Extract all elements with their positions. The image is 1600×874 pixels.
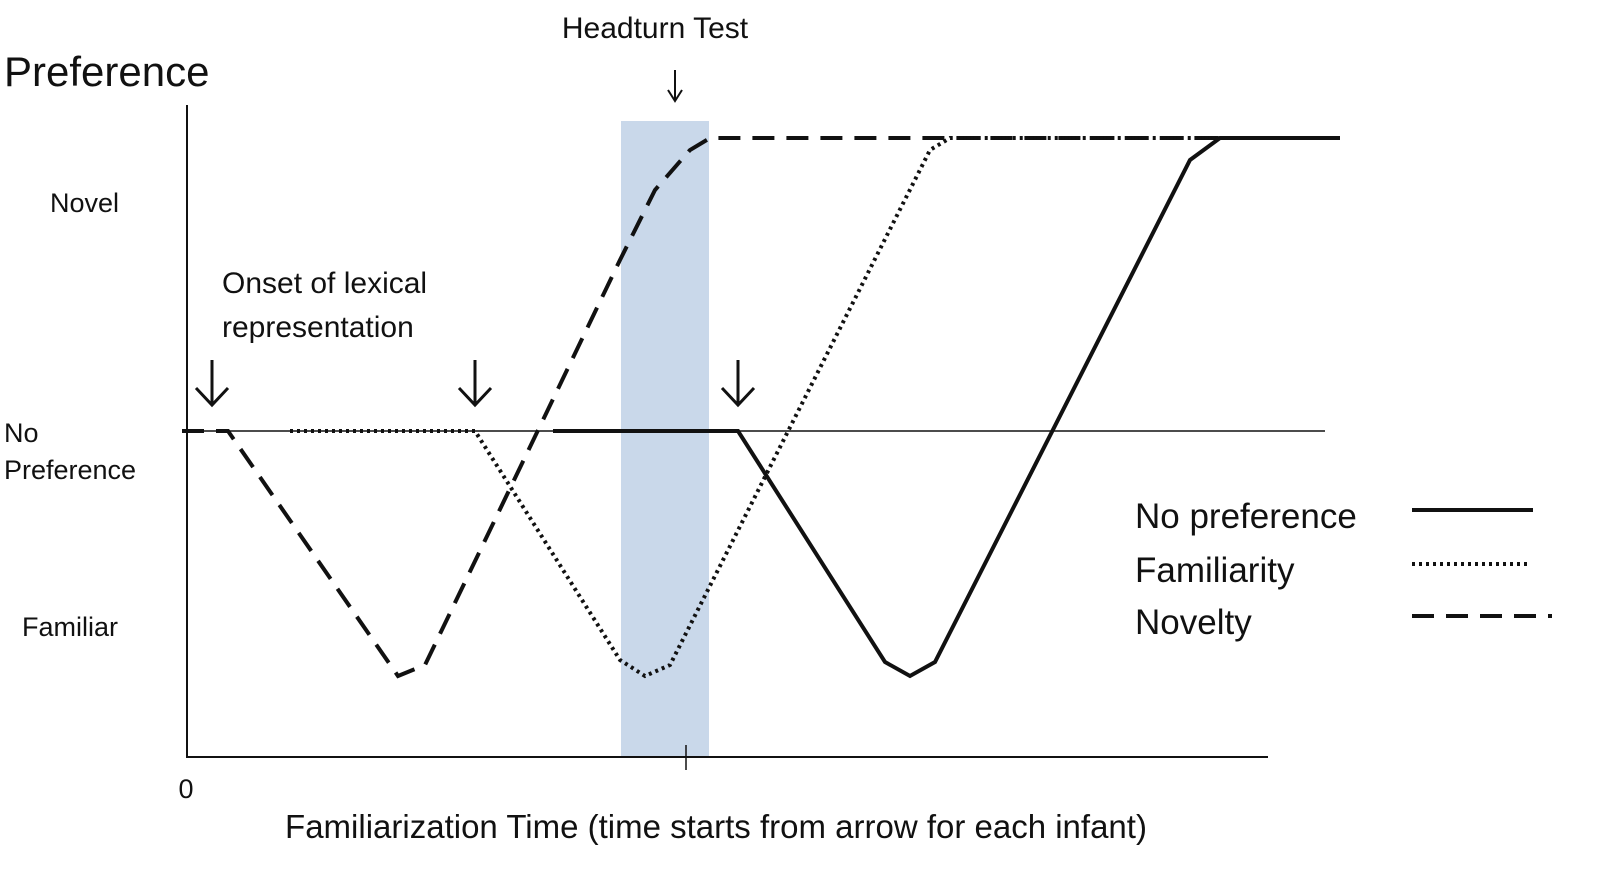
title: Preference [4, 48, 209, 95]
legend-label: Familiarity [1135, 551, 1295, 590]
novelty-curve [182, 136, 1340, 679]
y-label: Novel [50, 188, 119, 218]
arrow [194, 360, 230, 408]
no-preference-curve [553, 136, 1340, 679]
headturn-window [621, 121, 709, 757]
arrow [457, 360, 493, 408]
x-axis-label: Familiarization Time (time starts from a… [285, 808, 1147, 845]
y-label: No [4, 418, 39, 448]
annotation: Onset of lexical [222, 267, 427, 300]
y-label: Preference [4, 455, 136, 485]
legend: No preference Familiarity Novelty [1135, 497, 1552, 642]
headturn-label: Headturn Test [562, 12, 749, 45]
y-label: Familiar [22, 612, 118, 642]
familiarity-curve [290, 136, 1340, 679]
legend-label: Novelty [1135, 603, 1252, 642]
legend-label: No preference [1135, 497, 1357, 536]
arrow [720, 360, 756, 408]
onset-arrows [194, 70, 756, 408]
annotation: representation [222, 311, 414, 344]
x-origin-label: 0 [178, 774, 193, 804]
arrow [667, 70, 683, 103]
